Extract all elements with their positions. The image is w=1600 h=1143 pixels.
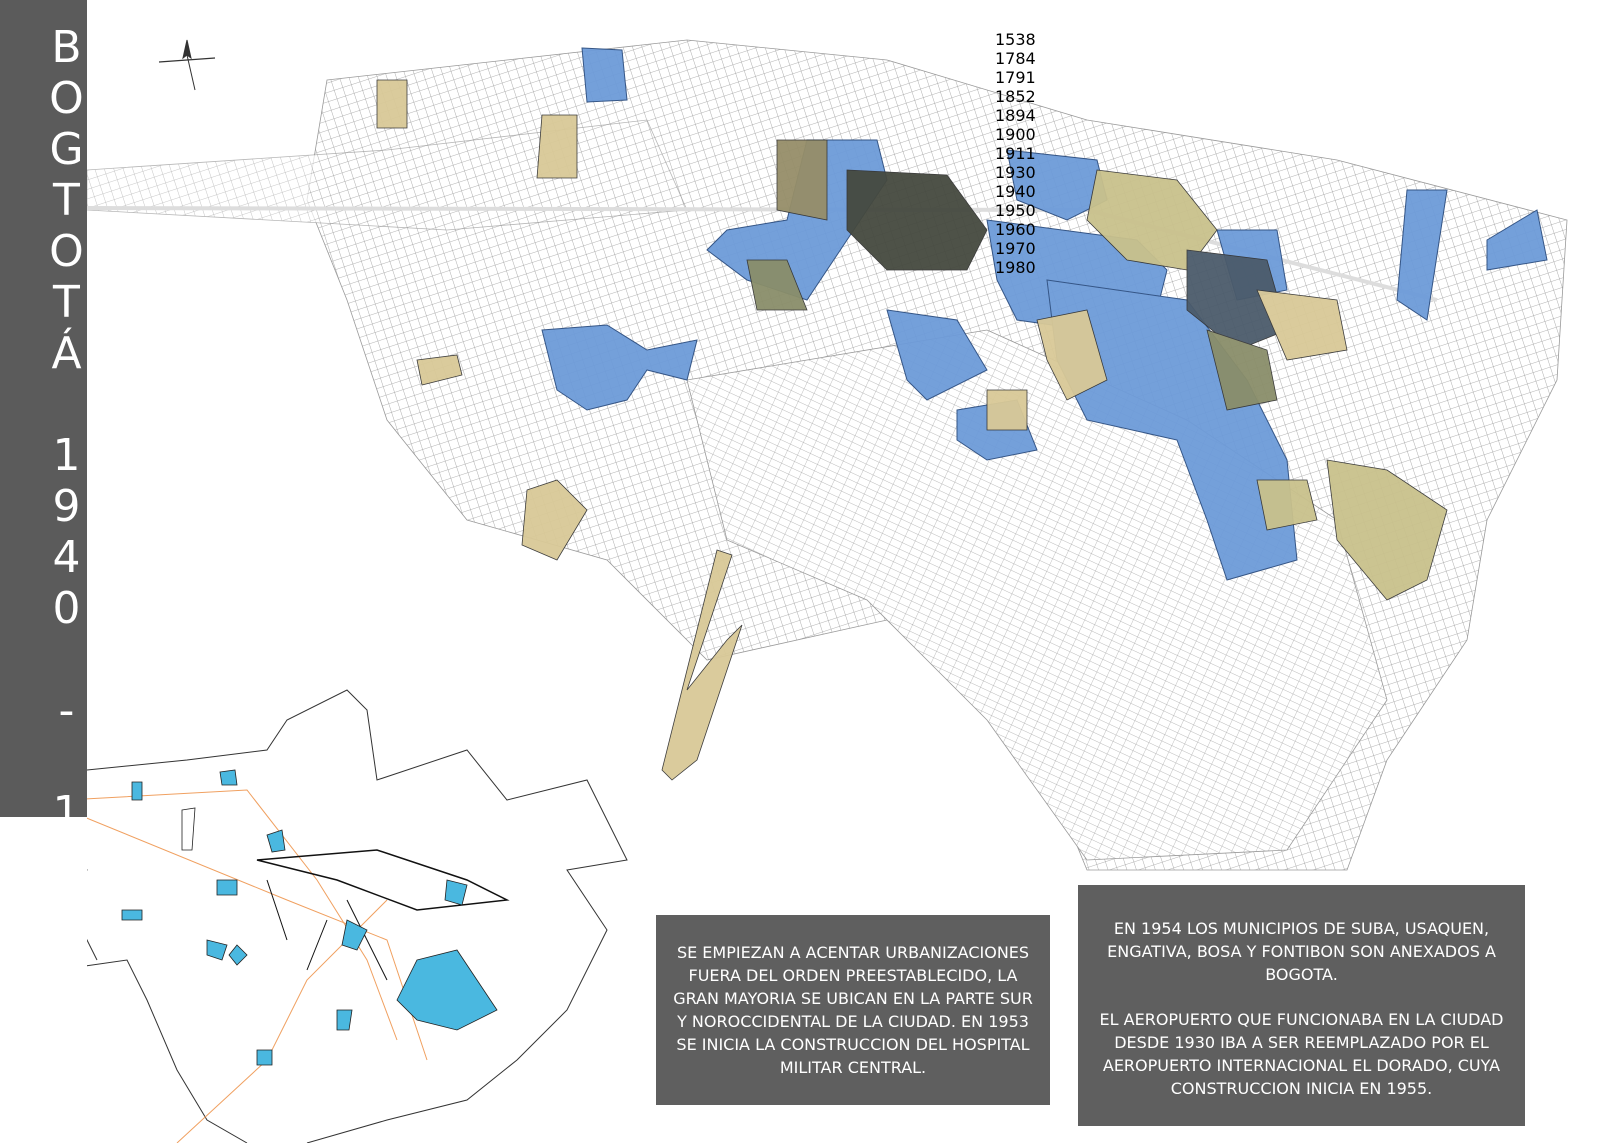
- legend-item: 1960: [995, 220, 1595, 239]
- legend-label: 1900: [995, 125, 1036, 144]
- inset-map: [87, 689, 628, 1143]
- legend-label: 1852: [995, 87, 1036, 106]
- legend-item: 1538: [995, 30, 1595, 49]
- title-bar: BOGTOTÁ 1940 - 1950: [0, 0, 92, 991]
- compass: [158, 39, 216, 91]
- legend-item: 1911: [995, 144, 1595, 163]
- note-text: EL AEROPUERTO QUE FUNCIONABA EN LA CIUDA…: [1099, 1010, 1504, 1098]
- legend-label: 1970: [995, 239, 1036, 258]
- map: [87, 39, 1568, 1143]
- legend-item: 1950: [995, 201, 1595, 220]
- legend-label: 1930: [995, 163, 1036, 182]
- legend-label: 1911: [995, 144, 1036, 163]
- legend-item: 1980: [995, 258, 1595, 277]
- legend-item: 1940: [995, 182, 1595, 201]
- legend-label: 1980: [995, 258, 1036, 277]
- legend-label: 1791: [995, 68, 1036, 87]
- note: SE EMPIEZAN A ACENTAR URBANIZACIONES FUE…: [656, 915, 1050, 1105]
- note-text: EN 1954 LOS MUNICIPIOS DE SUBA, USAQUEN,…: [1107, 919, 1496, 984]
- legend-item: 1970: [995, 239, 1595, 258]
- title: BOGTOTÁ 1940 - 1950: [41, 22, 92, 991]
- legend-item: 1930: [995, 163, 1595, 182]
- legend: 1538 1784 1791 1852 1894 1900 1911 1930 1940 1950…: [995, 30, 1595, 277]
- legend-label: 1950: [995, 201, 1036, 220]
- legend-label: 1784: [995, 49, 1036, 68]
- legend-label: 1960: [995, 220, 1036, 239]
- legend-item: 1784: [995, 49, 1595, 68]
- areas-other: [376, 79, 1448, 781]
- legend-item: 1852: [995, 87, 1595, 106]
- note-text: SE EMPIEZAN A ACENTAR URBANIZACIONES FUE…: [673, 943, 1033, 1077]
- legend-label: 1538: [995, 30, 1036, 49]
- note: EN 1954 LOS MUNICIPIOS DE SUBA, USAQUEN,…: [1078, 885, 1525, 1126]
- legend-item: 1894: [995, 106, 1595, 125]
- legend-label: 1894: [995, 106, 1036, 125]
- legend-item: 1791: [995, 68, 1595, 87]
- legend-item: 1900: [995, 125, 1595, 144]
- legend-label: 1940: [995, 182, 1036, 201]
